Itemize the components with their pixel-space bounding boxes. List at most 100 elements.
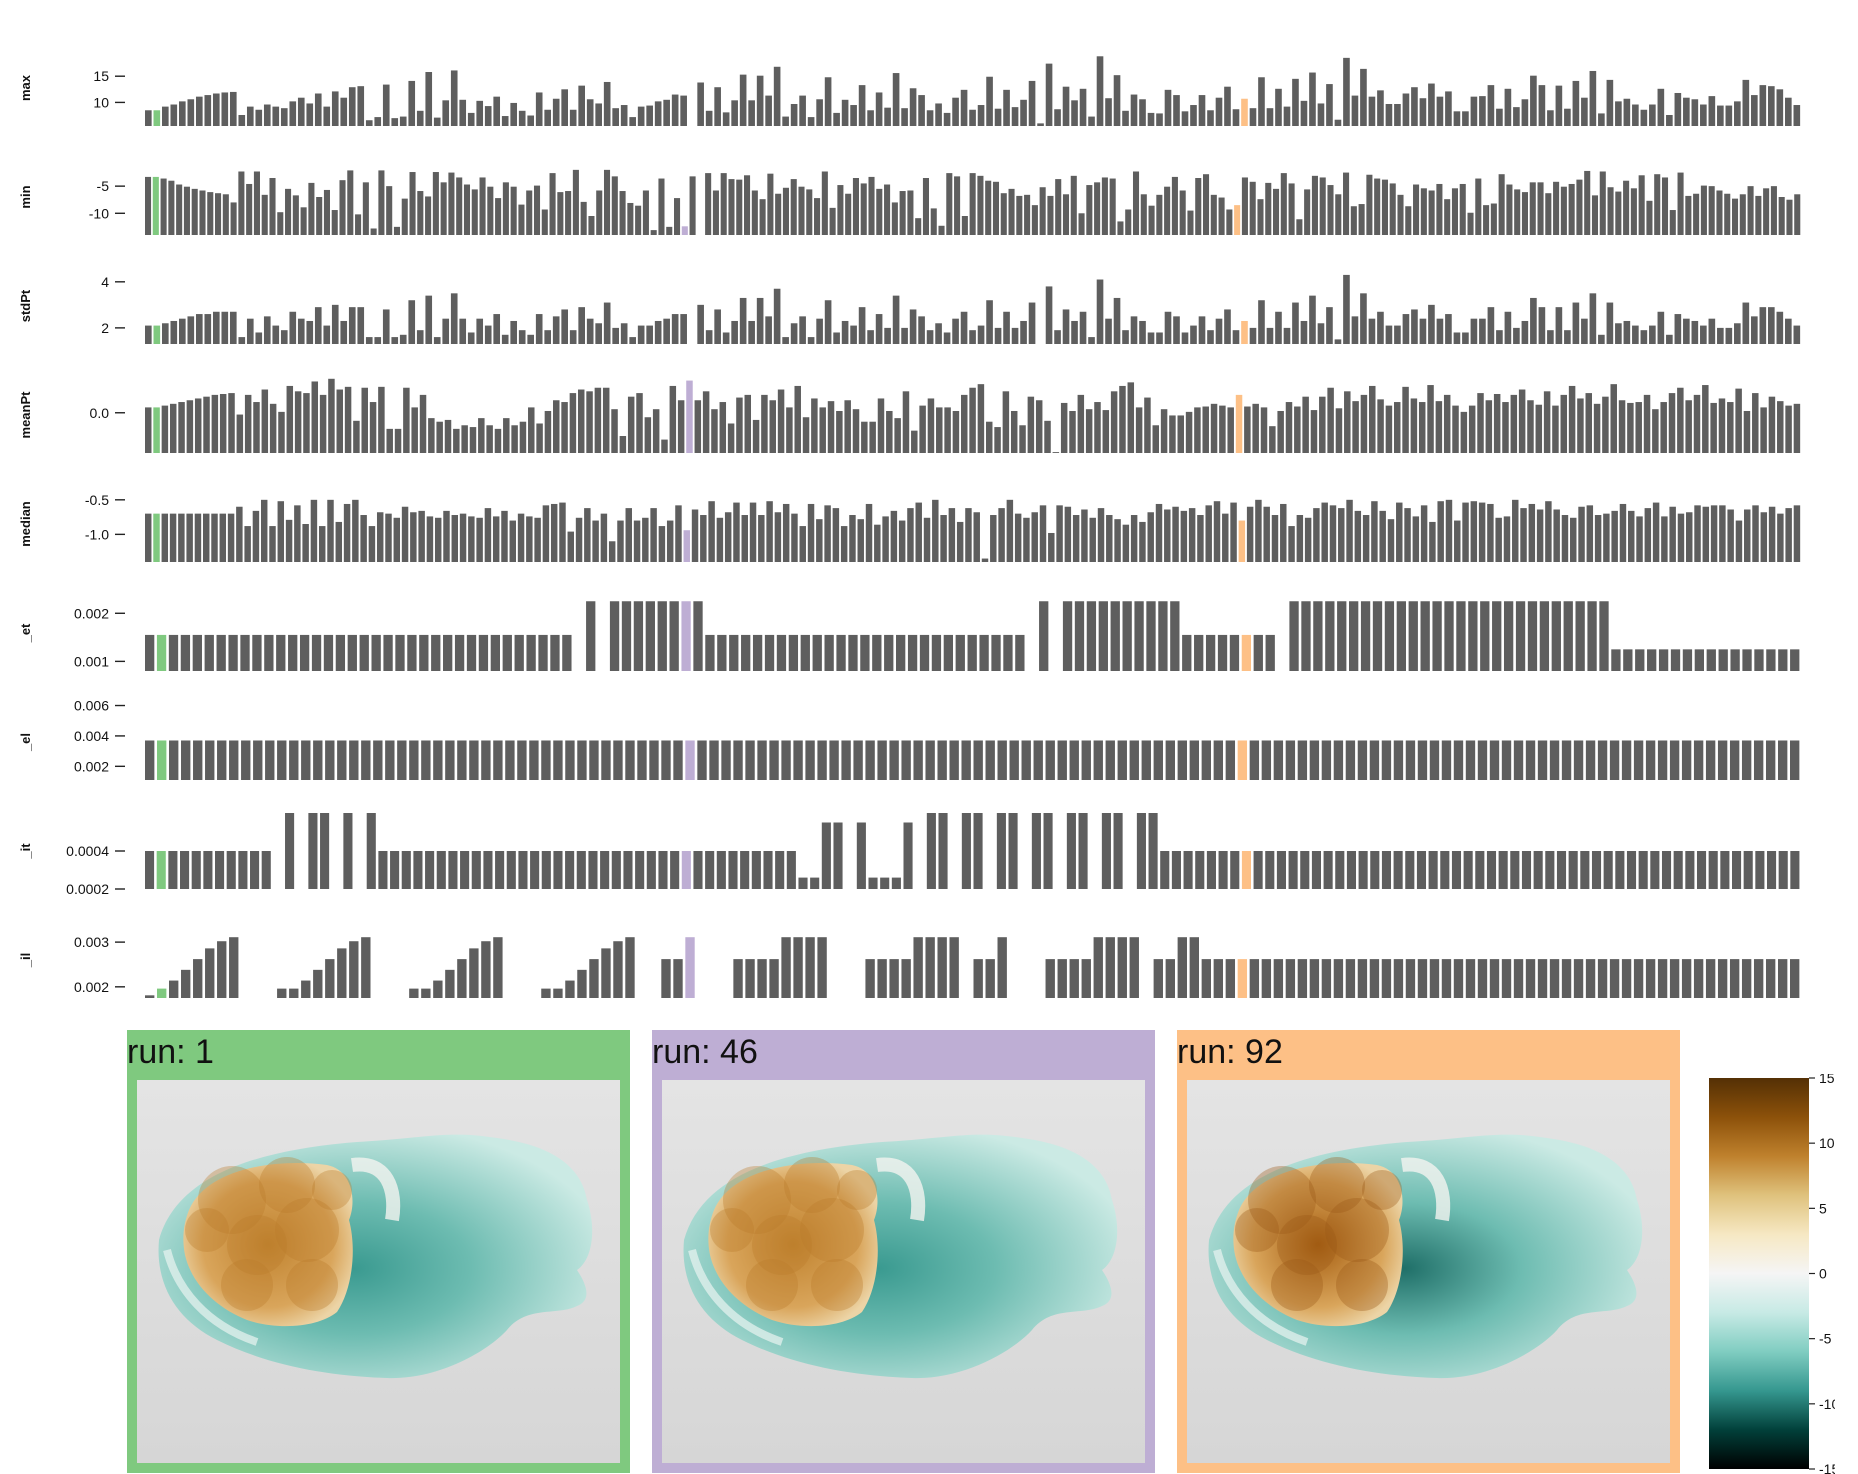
bar[interactable] [1718,398,1726,453]
bar[interactable] [1079,311,1087,344]
bar[interactable] [1719,505,1726,562]
bar[interactable] [1031,205,1038,235]
bar[interactable] [409,740,419,780]
bar[interactable] [1333,959,1344,998]
bar[interactable] [741,634,751,671]
bar[interactable] [1134,601,1144,671]
bar[interactable] [1657,740,1668,780]
bar[interactable] [1335,408,1343,453]
bar[interactable] [1478,502,1486,562]
bar[interactable] [1317,103,1325,126]
bar[interactable] [484,325,492,344]
bar[interactable] [757,740,767,780]
bar[interactable] [1647,649,1657,671]
bar[interactable] [255,332,263,344]
bar[interactable] [1504,88,1512,126]
bar[interactable] [145,634,155,671]
bar[interactable] [1130,94,1138,126]
bar[interactable] [1368,318,1376,344]
bar[interactable] [308,813,318,889]
bar[interactable] [229,937,239,998]
bar[interactable] [969,109,976,126]
bar[interactable] [913,937,923,998]
bar[interactable] [1599,171,1606,235]
bar[interactable] [1669,210,1676,235]
bar[interactable] [1766,649,1776,671]
bar[interactable] [191,188,198,235]
bar[interactable] [867,110,874,126]
bar[interactable] [973,740,983,780]
bar[interactable] [241,740,251,780]
bar[interactable] [1793,403,1801,453]
bar[interactable] [1153,959,1163,998]
bar[interactable] [212,93,220,127]
bar[interactable] [246,318,254,344]
bar[interactable] [1187,210,1194,235]
bar[interactable] [821,822,831,890]
bar[interactable] [469,427,477,453]
bar[interactable] [1056,505,1063,562]
bar[interactable] [775,193,782,235]
bar[interactable] [673,959,683,998]
bar[interactable] [1125,209,1132,235]
bar[interactable] [969,387,976,453]
bar[interactable] [1669,506,1676,562]
bar[interactable] [1734,101,1741,126]
bar[interactable] [277,988,287,998]
bar[interactable] [1621,959,1632,998]
bar[interactable] [1623,98,1631,126]
bar[interactable] [1465,959,1476,998]
bar[interactable] [297,97,305,126]
bar[interactable] [586,391,593,453]
bar[interactable] [161,513,169,562]
bar[interactable] [1227,407,1234,453]
bar[interactable] [1226,209,1233,235]
bar[interactable] [1793,105,1801,126]
bar[interactable] [1258,300,1265,344]
bar[interactable] [1110,601,1120,671]
bar[interactable] [229,91,237,126]
bar[interactable] [1543,391,1551,453]
bar[interactable] [1510,394,1518,453]
bar[interactable] [927,398,935,453]
bar[interactable] [272,325,280,344]
bar[interactable] [339,180,346,235]
bar[interactable] [1275,88,1282,126]
bar[interactable] [867,330,874,344]
bar[interactable] [1381,179,1388,235]
bar[interactable] [1487,85,1495,126]
bar[interactable] [1453,111,1461,126]
bar[interactable] [565,191,572,235]
bar[interactable] [1411,87,1418,126]
bar[interactable] [727,423,735,453]
bar[interactable] [1436,183,1443,235]
bar[interactable] [168,634,179,671]
bar[interactable] [731,100,738,126]
bar[interactable] [1453,959,1464,998]
bar[interactable] [919,634,930,671]
bar[interactable] [981,558,989,562]
bar[interactable] [1350,206,1357,235]
bar[interactable] [565,851,575,889]
bar[interactable] [911,430,918,453]
bar[interactable] [1462,111,1469,126]
bar[interactable] [1039,187,1046,235]
bar[interactable] [501,510,508,562]
bar[interactable] [1033,740,1043,780]
bar[interactable] [1666,334,1673,344]
bar[interactable] [1615,101,1622,126]
bar[interactable] [263,316,271,344]
bar[interactable] [353,420,360,453]
bar[interactable] [577,969,587,998]
bar[interactable] [1518,389,1526,453]
bar[interactable] [1190,105,1197,126]
bar[interactable] [722,112,730,126]
bar[interactable] [1410,398,1418,453]
bar[interactable] [1661,516,1668,562]
bar[interactable] [1512,499,1519,562]
bar[interactable] [752,634,763,671]
bar[interactable] [1381,740,1392,780]
bar[interactable] [691,509,699,562]
bar[interactable] [850,325,857,344]
bar[interactable] [781,740,791,780]
